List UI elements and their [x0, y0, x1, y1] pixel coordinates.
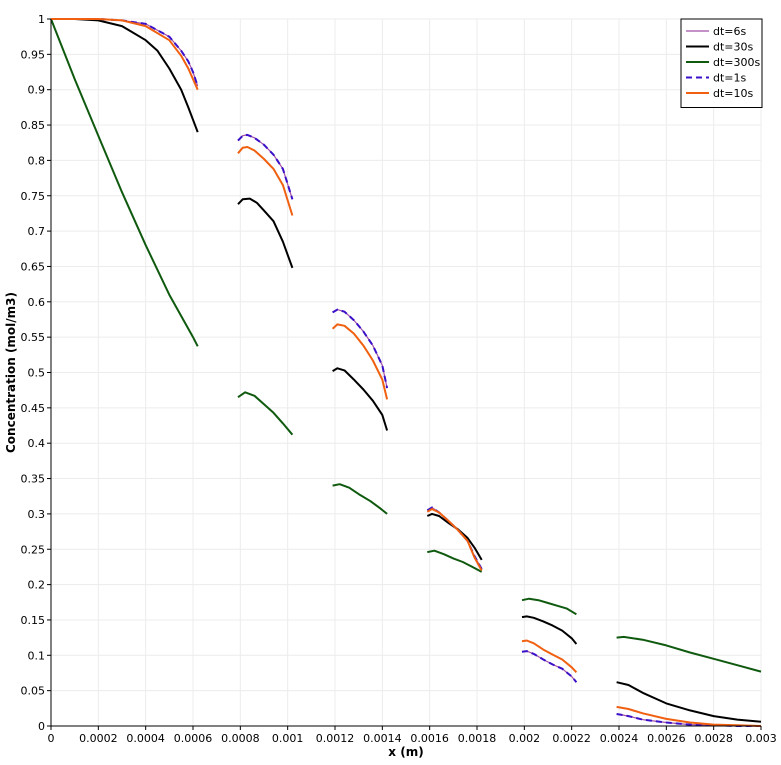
- y-tick-label: 0: [38, 720, 45, 733]
- x-tick-label: 0.0008: [221, 732, 260, 745]
- y-tick-label: 0.75: [21, 190, 46, 203]
- series-line-segment: [331, 323, 389, 400]
- x-tick-label: 0.003: [745, 732, 777, 745]
- y-tick-label: 0.35: [21, 473, 46, 486]
- x-tick-label: 0.0006: [174, 732, 213, 745]
- series-line-segment: [426, 508, 483, 571]
- series-line-segment: [237, 146, 294, 216]
- series-dt-300s: [50, 18, 762, 673]
- series-line-segment: [616, 705, 762, 727]
- series-layer: [50, 18, 762, 727]
- x-tick-label: 0.002: [509, 732, 541, 745]
- series-line-segment: [521, 597, 577, 616]
- y-tick-label: 0.4: [28, 437, 46, 450]
- series-line-segment: [521, 650, 578, 683]
- legend-label: dt=1s: [713, 72, 747, 85]
- x-tick-label: 0.0018: [458, 732, 497, 745]
- y-tick-label: 0.55: [21, 331, 46, 344]
- y-tick-label: 0.45: [21, 402, 46, 415]
- x-tick-label: 0.0026: [647, 732, 686, 745]
- series-line-segment: [237, 391, 294, 436]
- y-tick-label: 0.3: [28, 508, 46, 521]
- series-line-segment: [237, 197, 294, 269]
- chart-legend: dt=6s dt=30s dt=300s dt=1s dt=10s: [680, 18, 763, 108]
- y-tick-label: 0.2: [28, 579, 46, 592]
- y-tick-label: 0.1: [28, 649, 46, 662]
- series-line-segment: [427, 549, 483, 573]
- y-tick-label: 0.65: [21, 260, 46, 273]
- y-tick-label: 0.95: [21, 48, 46, 61]
- series-line-segment: [237, 133, 294, 200]
- series-dt-30s: [51, 18, 762, 723]
- y-tick-label: 1: [38, 13, 45, 26]
- legend-label: dt=300s: [713, 56, 761, 69]
- series-line-segment: [332, 309, 388, 389]
- y-tick-label: 0.8: [28, 154, 46, 167]
- series-dt-10s: [51, 18, 762, 727]
- x-tick-label: 0: [48, 732, 55, 745]
- x-tick-label: 0.0014: [363, 732, 402, 745]
- chart-grid: [50, 18, 762, 727]
- series-line-segment: [332, 367, 389, 431]
- y-axis-title: Concentration (mol/m3): [4, 292, 18, 453]
- series-line-segment: [521, 615, 578, 645]
- x-tick-label: 0.0022: [552, 732, 591, 745]
- x-tick-label: 0.0002: [79, 732, 118, 745]
- y-tick-label: 0.85: [21, 119, 46, 132]
- x-tick-labels: 0 0.0002 0.0004 0.0006 0.0008 0.001 0.0012 0.00…: [48, 726, 777, 745]
- y-tick-label: 0.05: [21, 685, 46, 698]
- x-tick-label: 0.0012: [316, 732, 355, 745]
- legend-label: dt=30s: [713, 41, 754, 54]
- y-tick-label: 0.25: [21, 543, 46, 556]
- y-tick-label: 0.5: [28, 367, 46, 380]
- series-line-segment: [51, 18, 199, 91]
- legend-label: dt=10s: [713, 87, 754, 100]
- legend-label: dt=6s: [713, 25, 747, 38]
- series-line-segment: [616, 681, 762, 723]
- y-tick-label: 0.9: [28, 84, 46, 97]
- y-tick-label: 0.7: [28, 225, 46, 238]
- series-line-segment: [332, 483, 388, 515]
- series-line-segment: [616, 713, 761, 727]
- y-tick-labels: 0 0.05 0.1 0.15 0.2 0.25 0.3 0.35 0.4 0.45 0.5 0.55…: [21, 13, 51, 733]
- x-tick-label: 0.001: [272, 732, 304, 745]
- series-line-segment: [50, 18, 199, 347]
- x-tick-label: 0.0028: [694, 732, 733, 745]
- y-tick-label: 0.6: [28, 296, 46, 309]
- x-tick-label: 0.0024: [600, 732, 639, 745]
- series-line-segment: [521, 639, 578, 673]
- x-axis-title: x (m): [388, 745, 423, 759]
- x-tick-label: 0.0004: [126, 732, 165, 745]
- series-line-segment: [616, 635, 762, 673]
- x-tick-label: 0.0016: [410, 732, 449, 745]
- y-tick-label: 0.15: [21, 614, 46, 627]
- series-line-segment: [332, 308, 389, 389]
